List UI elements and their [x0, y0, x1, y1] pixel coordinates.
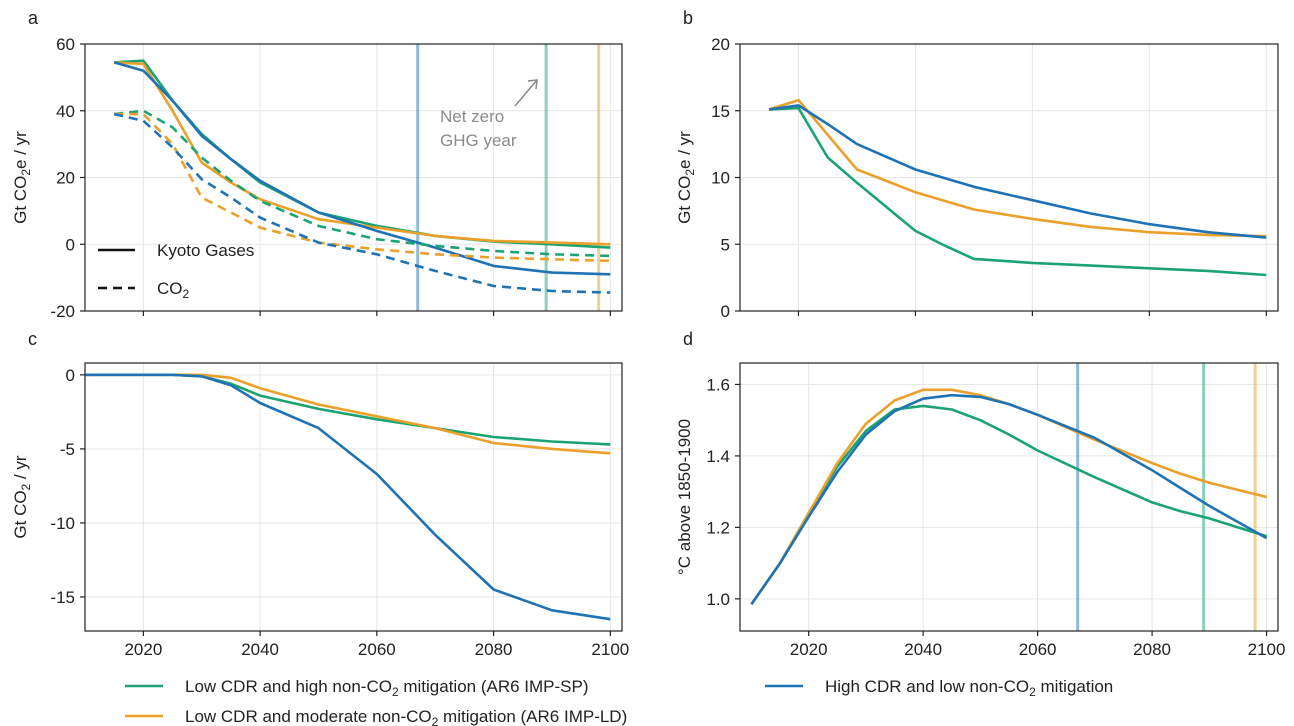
- series-line-green-solid: [769, 106, 1267, 277]
- series-group: [85, 373, 611, 621]
- y-tick-label: 1.4: [706, 447, 730, 466]
- figure-legend: Low CDR and high non-CO2 mitigation (AR6…: [125, 677, 1113, 726]
- annotation-arrow-shaft: [514, 79, 538, 107]
- y-tick-label: 1.0: [706, 590, 730, 609]
- panel-letter: c: [28, 329, 37, 349]
- series-line-orange-solid: [114, 61, 611, 246]
- x-tick-label: 2060: [358, 640, 396, 659]
- x-tick-label: 2020: [790, 640, 828, 659]
- y-tick-label: -5: [60, 440, 75, 459]
- y-tick-label: -10: [50, 514, 75, 533]
- y-axis-label: Gt CO2e / yr: [11, 131, 33, 224]
- y-tick-label: 0: [66, 366, 75, 385]
- y-tick-label: 20: [56, 169, 75, 188]
- y-tick-label: -20: [50, 302, 75, 321]
- series-line-blue-solid: [113, 61, 611, 276]
- series-line-orange-solid: [768, 98, 1267, 238]
- series-group: [768, 98, 1267, 277]
- series-line-green-solid: [750, 404, 1267, 605]
- series-line-blue-solid: [769, 104, 1267, 239]
- y-axis-label: Gt CO2e / yr: [675, 131, 697, 224]
- series-line-orange-solid: [750, 388, 1267, 605]
- x-tick-label: 2080: [475, 640, 513, 659]
- axes-frame: [739, 362, 1279, 632]
- y-tick-label: 1.2: [706, 518, 730, 537]
- annotation-arrow-head: [527, 79, 538, 90]
- panel-d: 2020 2040 2060 2080 2100 1.0 1.2 1.4 1.6 d °C abov…: [675, 329, 1285, 659]
- series-line-blue-dashed: [113, 112, 611, 294]
- panel-letter: b: [683, 8, 693, 28]
- panel-b: 0 5 10 15 20 b Gt CO2e / yr: [675, 8, 1279, 321]
- panel-a: -20 0 20 40 60 a Gt CO2e / yr Kyoto Gases CO2 Net…: [11, 8, 623, 321]
- legend-label-blue: High CDR and low non-CO2 mitigation: [825, 677, 1113, 699]
- y-tick-label: 5: [721, 235, 730, 254]
- x-tick-label: 2100: [1248, 640, 1286, 659]
- series-line-orange-dashed: [114, 112, 611, 263]
- y-tick-label: 0: [721, 302, 730, 321]
- series-group: [113, 59, 611, 294]
- annotation-line1: Net zero: [440, 107, 504, 126]
- series-line-green-dashed: [114, 109, 611, 258]
- series-line-blue-solid: [750, 393, 1268, 605]
- panel-letter: a: [28, 8, 39, 28]
- x-tick-label: 2020: [124, 640, 162, 659]
- y-axis-label: °C above 1850-1900: [675, 419, 694, 575]
- y-tick-label: 40: [56, 102, 75, 121]
- y-tick-label: 10: [711, 169, 730, 188]
- y-tick-label: 1.6: [706, 375, 730, 394]
- y-tick-label: -15: [50, 588, 75, 607]
- x-tick-label: 2060: [1019, 640, 1057, 659]
- legend-label-orange: Low CDR and moderate non-CO2 mitigation …: [185, 707, 627, 726]
- y-tick-label: 20: [711, 35, 730, 54]
- y-tick-label: 15: [711, 102, 730, 121]
- legend-label-green: Low CDR and high non-CO2 mitigation (AR6…: [185, 677, 589, 699]
- series-line-blue-solid: [85, 373, 611, 621]
- x-tick-label: 2100: [591, 640, 629, 659]
- series-group: [750, 388, 1268, 605]
- y-tick-label: 0: [66, 235, 75, 254]
- panel-c: 2020 2040 2060 2080 2100 -15 -10 -5 0 c Gt CO2 / y…: [11, 329, 629, 659]
- axes-frame: [84, 362, 623, 632]
- y-tick-label: 60: [56, 35, 75, 54]
- annotation-line2: GHG year: [440, 131, 517, 150]
- inner-legend-label: Kyoto Gases: [157, 241, 254, 260]
- panel-letter: d: [683, 329, 693, 349]
- x-tick-label: 2040: [904, 640, 942, 659]
- x-tick-label: 2080: [1133, 640, 1171, 659]
- y-axis-label: Gt CO2 / yr: [11, 455, 33, 539]
- inner-legend-label: CO2: [157, 279, 190, 301]
- x-tick-label: 2040: [241, 640, 279, 659]
